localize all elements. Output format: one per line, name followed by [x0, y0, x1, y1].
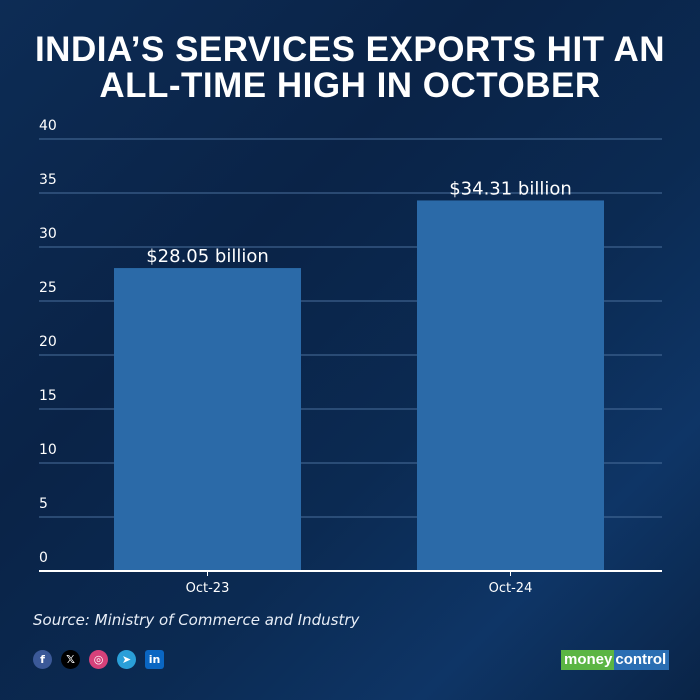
y-tick-label: 40 — [39, 118, 57, 134]
linkedin-icon[interactable]: in — [145, 650, 164, 669]
y-tick-label: 25 — [39, 280, 57, 296]
source-note: Source: Ministry of Commerce and Industr… — [33, 611, 360, 629]
logo-part-control: control — [614, 650, 670, 670]
moneycontrol-logo: money control — [561, 650, 670, 670]
data-label: $34.31 billion — [449, 178, 572, 199]
y-tick-label: 35 — [39, 172, 57, 188]
x-tick-label: Oct-23 — [186, 581, 230, 596]
chart-title: INDIA’S SERVICES EXPORTS HIT AN ALL-TIME… — [0, 32, 700, 104]
y-tick-label: 5 — [39, 496, 48, 512]
x-tick-label: Oct-24 — [489, 581, 533, 596]
data-label: $28.05 billion — [146, 246, 269, 267]
y-tick-label: 10 — [39, 442, 57, 458]
y-tick-label: 15 — [39, 388, 57, 404]
instagram-icon[interactable]: ◎ — [89, 650, 108, 669]
telegram-icon[interactable]: ➤ — [117, 650, 136, 669]
y-tick-label: 20 — [39, 334, 57, 350]
logo-part-money: money — [561, 650, 615, 670]
y-tick-label: 30 — [39, 226, 57, 242]
facebook-icon[interactable]: f — [33, 650, 52, 669]
bar-oct-24 — [417, 200, 604, 571]
title-line-2: ALL-TIME HIGH IN OCTOBER — [99, 66, 601, 105]
title-line-1: INDIA’S SERVICES EXPORTS HIT AN — [34, 30, 666, 69]
y-tick-label: 0 — [39, 550, 48, 566]
social-links: f 𝕏 ◎ ➤ in — [33, 650, 164, 669]
x-icon[interactable]: 𝕏 — [61, 650, 80, 669]
bar-oct-23 — [114, 268, 301, 571]
